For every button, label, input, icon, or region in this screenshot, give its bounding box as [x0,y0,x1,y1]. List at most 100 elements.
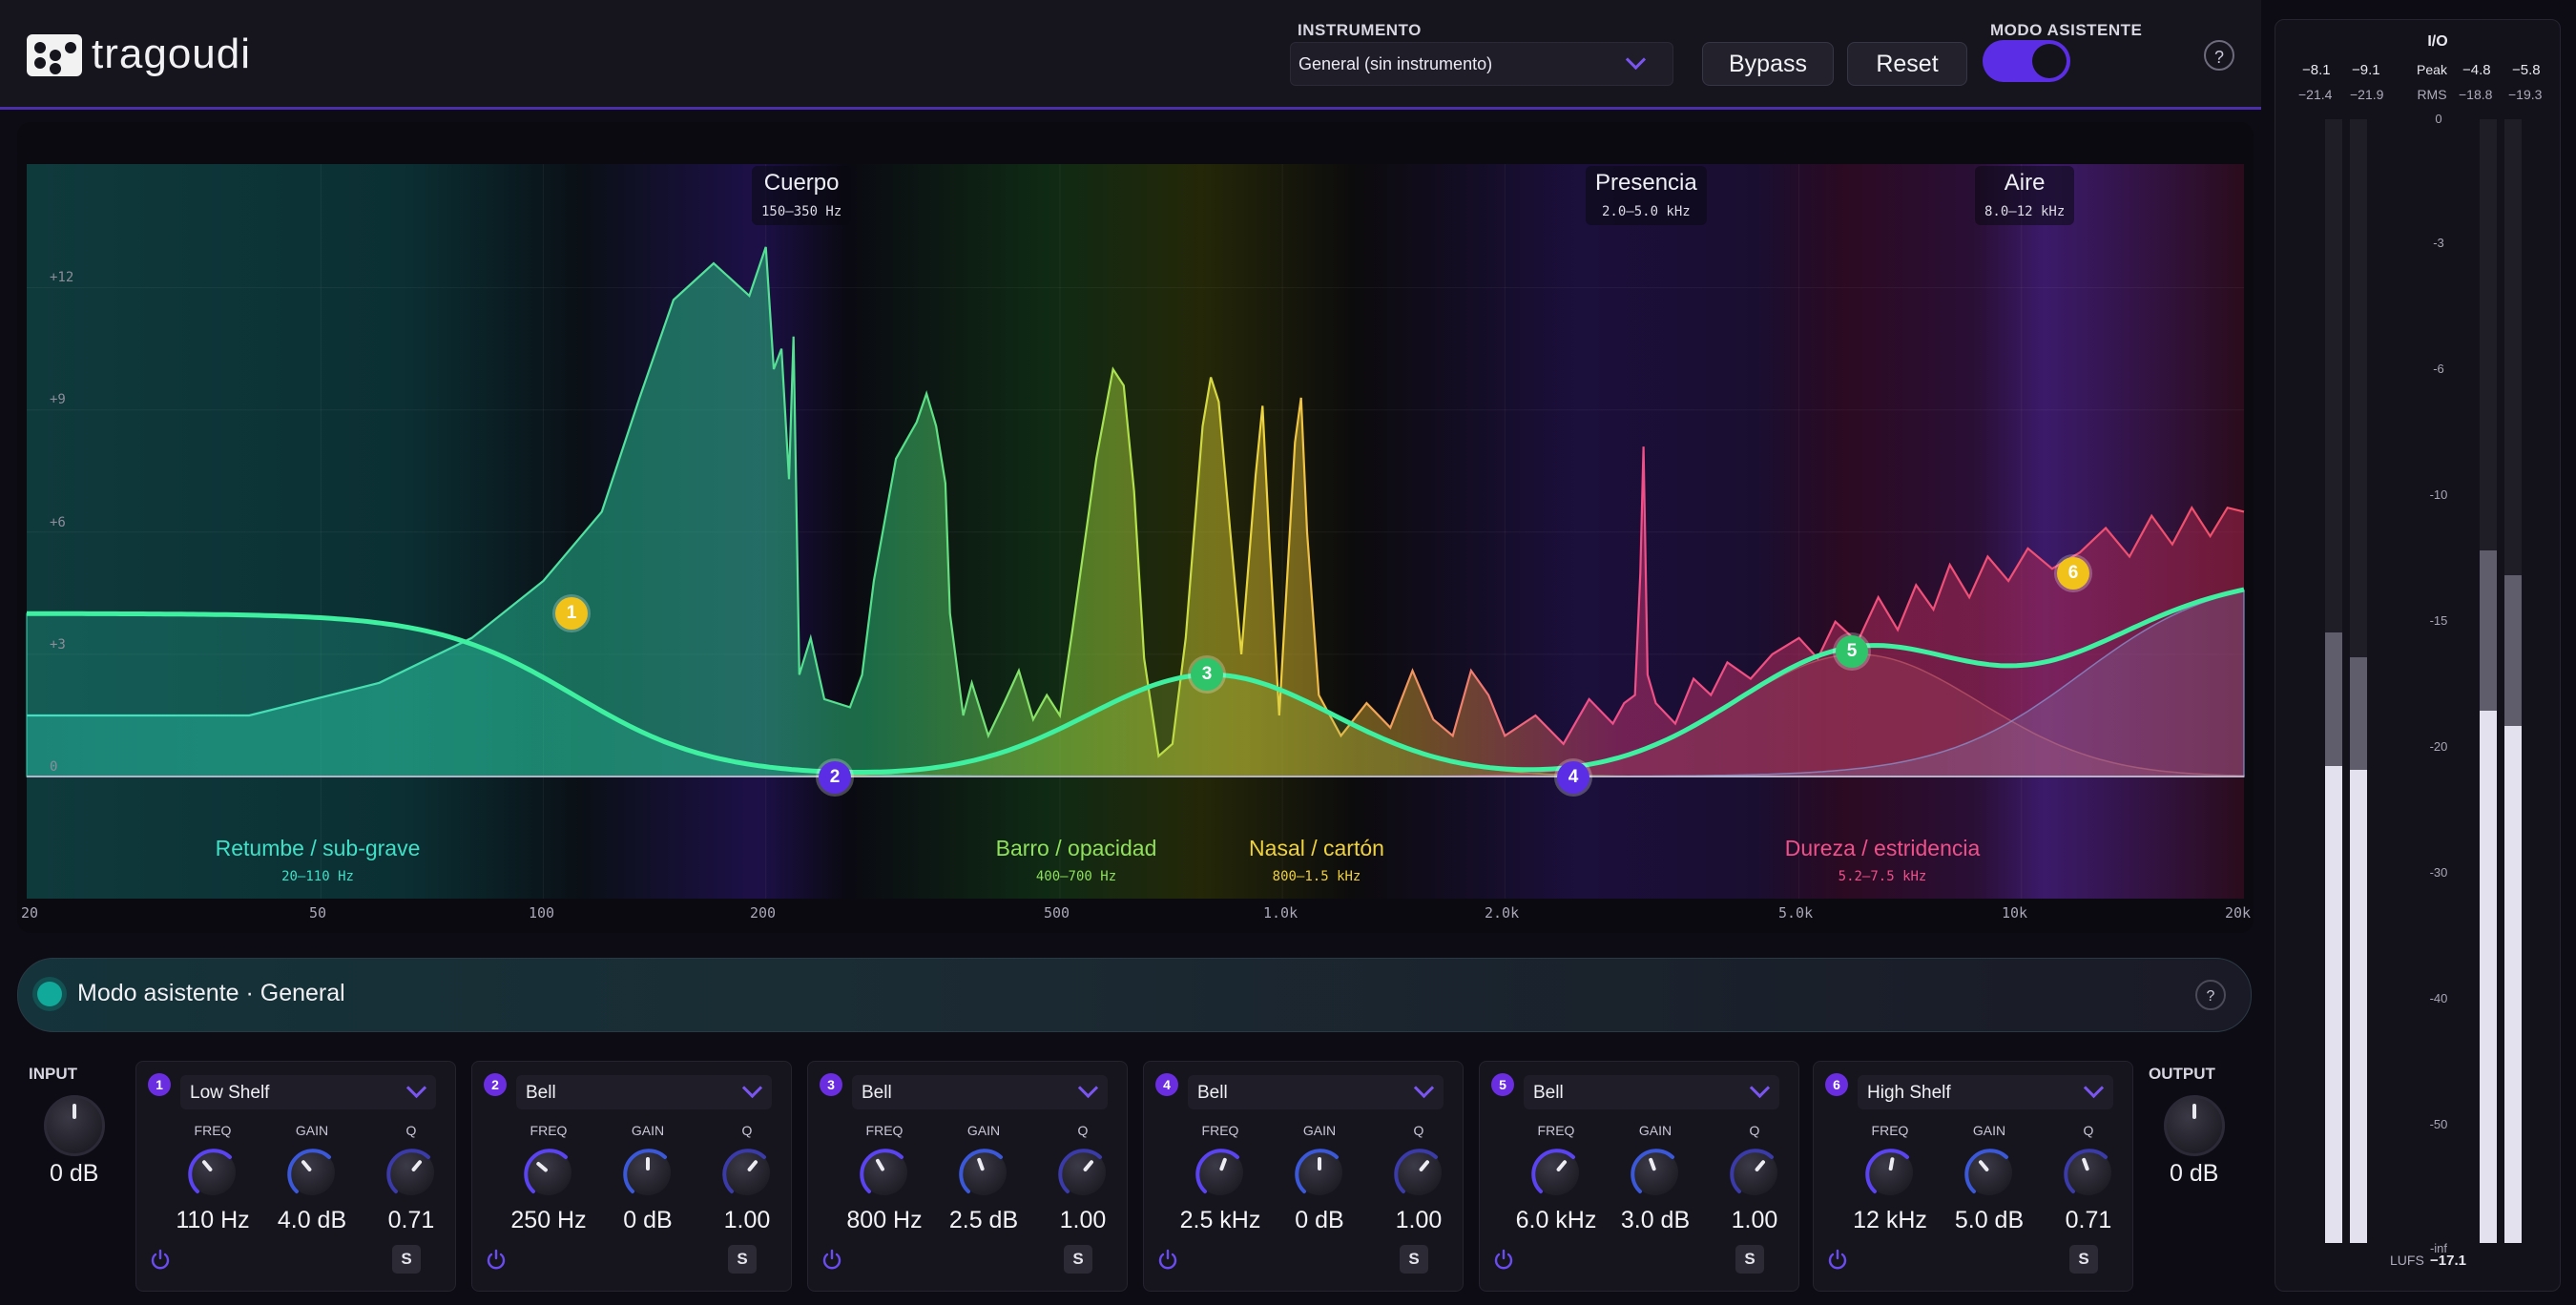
freq-knob[interactable] [188,1149,236,1195]
param-label-freq: FREQ [1537,1123,1575,1138]
band-handle-3[interactable]: 3 [1191,658,1223,691]
q-knob[interactable] [1730,1149,1777,1195]
band-handle-6[interactable]: 6 [2057,557,2089,590]
power-icon[interactable] [1493,1249,1514,1270]
rms-label: RMS [2417,87,2447,102]
freq-tick: 20k [2225,904,2252,922]
band-handle-1[interactable]: 1 [555,597,588,630]
help-button[interactable]: ? [2204,40,2234,71]
band-type-value: Bell [1533,1083,1564,1103]
band-strip-5: 5 Bell FREQ 6.0 kHz GAIN 3.0 dB Q 1.00 S [1479,1061,1799,1292]
band-handle-2[interactable]: 2 [819,761,851,794]
instrument-select[interactable]: General (sin instrumento) [1290,42,1673,86]
freq-knob[interactable] [1531,1149,1579,1195]
q-value: 1.00 [1395,1207,1443,1233]
out-peak-l: −4.8 [2462,62,2491,78]
gain-value: 4.0 dB [277,1207,347,1233]
region-barro: Barro / opacidad 400–700 Hz [971,836,1181,884]
param-label-q: Q [1077,1123,1089,1138]
q-knob[interactable] [1394,1149,1442,1195]
power-icon[interactable] [150,1249,171,1270]
param-label-freq: FREQ [1871,1123,1909,1138]
band-type-select[interactable]: High Shelf [1858,1075,2113,1109]
q-knob[interactable] [2064,1149,2111,1195]
eq-display[interactable] [17,122,2254,933]
gain-knob[interactable] [287,1149,335,1195]
band-type-value: Bell [526,1083,556,1103]
chevron-down-icon [741,1077,763,1099]
eq-graph[interactable]: +12 +9 +6 +3 0 Cuerpo 150–350 Hz Presenc… [17,122,2254,933]
freq-knob[interactable] [1865,1149,1913,1195]
meter-scale-tick: -40 [2429,991,2448,1005]
gain-knob[interactable] [1295,1149,1342,1195]
region-range: 800–1.5 kHz [1272,869,1361,884]
solo-button[interactable]: S [1735,1245,1764,1274]
assist-help-button[interactable]: ? [2195,980,2226,1010]
param-label-gain: GAIN [966,1123,1001,1138]
peak-label: Peak [2417,62,2447,77]
chevron-down-icon [1625,49,1647,71]
bypass-button[interactable]: Bypass [1702,42,1834,86]
q-knob[interactable] [386,1149,434,1195]
solo-button[interactable]: S [2069,1245,2098,1274]
gain-knob[interactable] [959,1149,1007,1195]
region-name: Cuerpo [763,170,840,196]
reset-button[interactable]: Reset [1847,42,1967,86]
band-type-select[interactable]: Bell [1524,1075,1779,1109]
power-icon[interactable] [486,1249,507,1270]
band-type-value: Low Shelf [190,1083,270,1103]
instrument-label: INSTRUMENTO [1298,21,1422,39]
meter-out-left [2480,119,2497,1243]
param-label-q: Q [405,1123,417,1138]
gain-value: 3.0 dB [1620,1207,1691,1233]
band-type-select[interactable]: Bell [852,1075,1108,1109]
band-handle-4[interactable]: 4 [1557,761,1589,794]
param-label-gain: GAIN [631,1123,665,1138]
band-number: 3 [820,1073,842,1096]
freq-knob[interactable] [524,1149,571,1195]
region-name: Nasal / cartón [1249,836,1384,860]
in-rms-l: −21.4 [2298,87,2333,102]
solo-button[interactable]: S [1064,1245,1092,1274]
gain-knob[interactable] [623,1149,671,1195]
band-handle-5[interactable]: 5 [1836,635,1868,668]
band-strip-6: 6 High Shelf FREQ 12 kHz GAIN 5.0 dB Q 0.71 S [1813,1061,2133,1292]
gain-knob[interactable] [1964,1149,2012,1195]
solo-button[interactable]: S [392,1245,421,1274]
logo-icon [27,34,82,76]
brand-name: tragoudi [92,31,252,77]
solo-button[interactable]: S [1400,1245,1428,1274]
input-knob[interactable] [44,1095,105,1156]
freq-knob[interactable] [1195,1149,1243,1195]
power-icon[interactable] [1827,1249,1848,1270]
band-type-select[interactable]: Low Shelf [180,1075,436,1109]
output-knob[interactable] [2164,1095,2225,1156]
region-range: 20–110 Hz [281,869,354,884]
assist-mode-toggle[interactable] [1983,40,2070,82]
freq-value: 250 Hz [510,1207,587,1233]
meter-scale-tick: -10 [2429,487,2448,502]
region-cuerpo: Cuerpo 150–350 Hz [752,166,852,225]
band-type-select[interactable]: Bell [1188,1075,1444,1109]
freq-knob[interactable] [860,1149,907,1195]
gain-knob[interactable] [1631,1149,1678,1195]
lufs-value: −17.1 [2430,1253,2466,1269]
band-type-select[interactable]: Bell [516,1075,772,1109]
q-knob[interactable] [1058,1149,1106,1195]
param-label-freq: FREQ [194,1123,232,1138]
power-icon[interactable] [821,1249,842,1270]
output-label: OUTPUT [2149,1065,2215,1083]
param-label-freq: FREQ [530,1123,568,1138]
solo-button[interactable]: S [728,1245,757,1274]
freq-value: 800 Hz [846,1207,923,1233]
param-label-freq: FREQ [1201,1123,1239,1138]
chevron-down-icon [405,1077,427,1099]
region-name: Presencia [1595,170,1697,196]
q-knob[interactable] [722,1149,770,1195]
db-tick: +12 [50,270,74,285]
out-peak-r: −5.8 [2512,62,2541,78]
power-icon[interactable] [1157,1249,1178,1270]
in-peak-r: −9.1 [2352,62,2380,78]
region-dureza: Dureza / estridencia 5.2–7.5 kHz [1754,836,2011,884]
spectrum-line [27,246,2245,758]
